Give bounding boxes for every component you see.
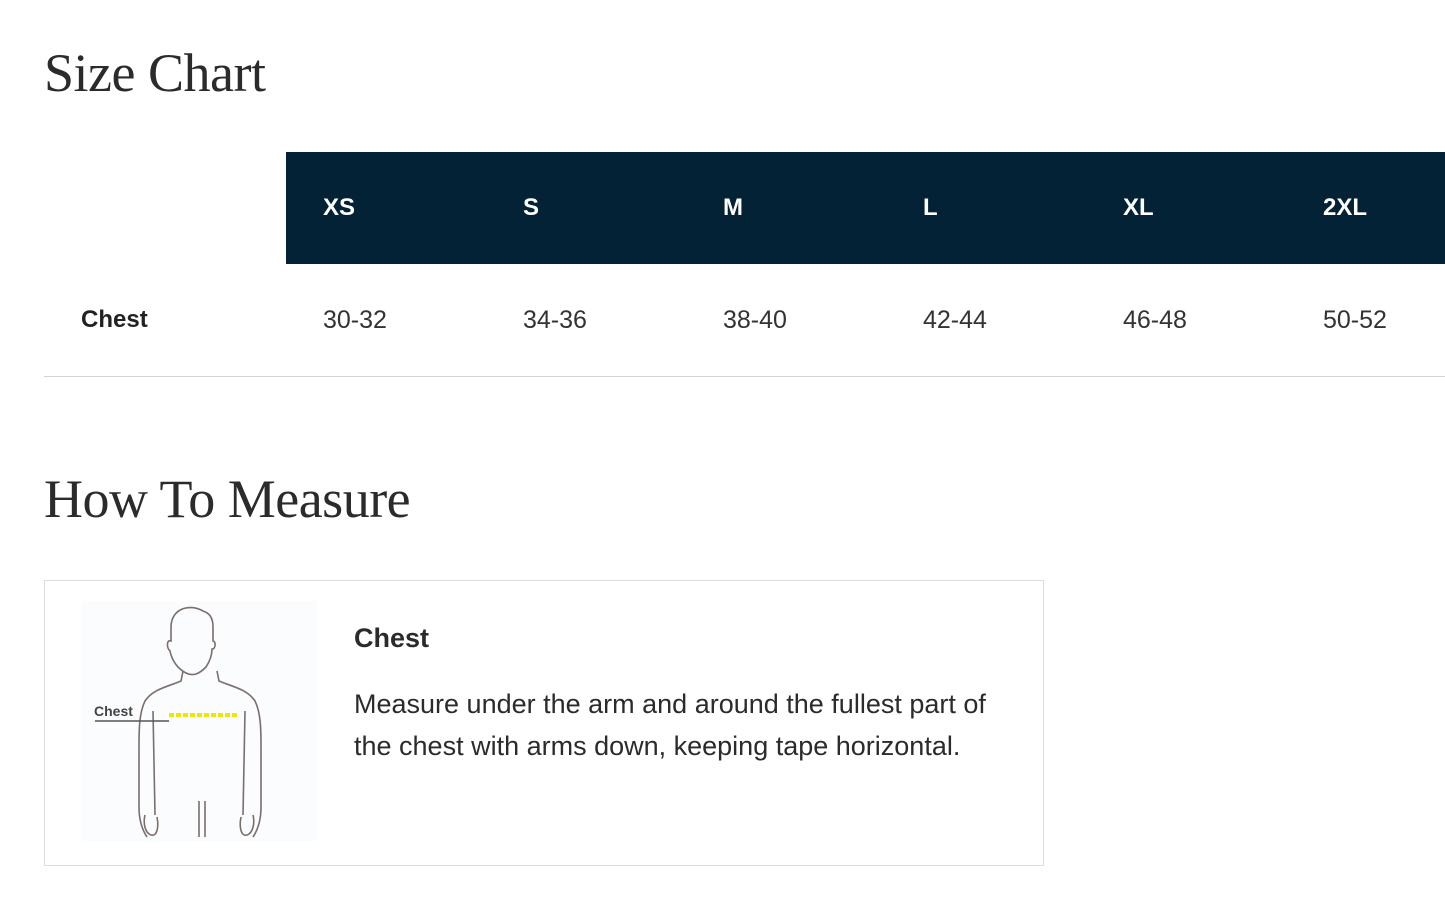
- table-cell: 46-48: [1123, 306, 1187, 334]
- table-row: Chest 30-32 34-36 38-40 42-44 46-48 50-5…: [44, 264, 1445, 377]
- figure-label: Chest: [94, 703, 133, 719]
- page-title: Size Chart: [44, 43, 266, 103]
- size-header-s: S: [523, 194, 540, 221]
- size-header-l: L: [923, 194, 938, 221]
- table-cell: 30-32: [323, 306, 387, 334]
- table-cell: 38-40: [723, 306, 787, 334]
- size-header-xs: XS: [323, 194, 356, 221]
- body-measurement-illustration-icon: Chest: [81, 601, 317, 841]
- measure-card-chest: Chest Chest Measure under the arm and ar…: [44, 580, 1044, 866]
- measure-title: Chest: [354, 623, 430, 653]
- table-cell: 42-44: [923, 306, 987, 334]
- table-cell: 34-36: [523, 306, 587, 334]
- table-cell: 50-52: [1323, 306, 1387, 334]
- measure-description: Measure under the arm and around the ful…: [354, 689, 986, 761]
- size-header-2xl: 2XL: [1323, 194, 1368, 221]
- section-title: How To Measure: [44, 469, 411, 529]
- size-header-xl: XL: [1123, 194, 1154, 221]
- size-table-header: XS S M L XL 2XL: [286, 152, 1445, 264]
- size-header-m: M: [723, 194, 743, 221]
- row-label: Chest: [81, 306, 148, 333]
